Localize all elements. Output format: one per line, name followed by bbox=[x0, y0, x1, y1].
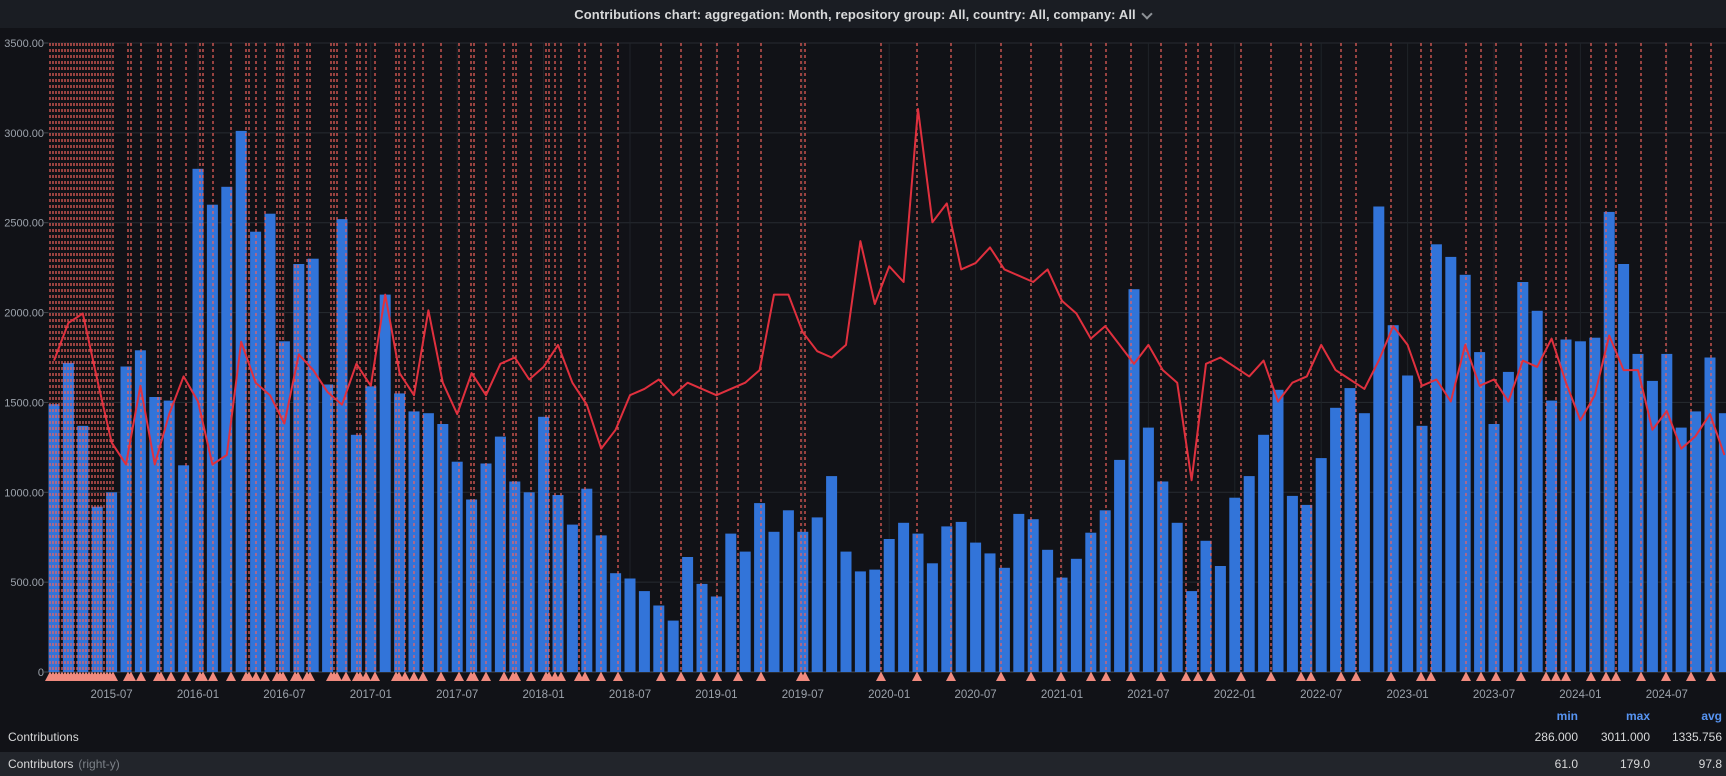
svg-text:500.00: 500.00 bbox=[10, 577, 44, 589]
svg-text:2017-07: 2017-07 bbox=[436, 689, 478, 701]
svg-text:2017-01: 2017-01 bbox=[350, 689, 392, 701]
legend-header-row: min max avg bbox=[0, 706, 1726, 726]
svg-text:2015-07: 2015-07 bbox=[90, 689, 132, 701]
svg-text:2000.00: 2000.00 bbox=[4, 308, 44, 320]
contributors-avg-value: 97.8 bbox=[1698, 757, 1722, 771]
contributors-max-value: 179.0 bbox=[1619, 757, 1650, 771]
right-y-suffix: (right-y) bbox=[78, 757, 120, 771]
panel-header: Contributions chart: aggregation: Month,… bbox=[0, 0, 1726, 28]
contributions-max-value: 3011.000 bbox=[1600, 730, 1650, 744]
legend-table: min max avg Contributions 286.000 3011.0… bbox=[0, 706, 1726, 776]
legend-series-contributors[interactable]: Contributors (right-y) bbox=[8, 757, 1506, 771]
legend-series-contributions[interactable]: Contributions bbox=[8, 730, 79, 744]
svg-text:2020-07: 2020-07 bbox=[954, 689, 996, 701]
svg-text:2018-07: 2018-07 bbox=[609, 689, 651, 701]
svg-text:2024-01: 2024-01 bbox=[1559, 689, 1601, 701]
legend-row-contributions: Contributions 286.000 3011.000 1335.756 bbox=[0, 726, 1726, 748]
svg-text:2021-01: 2021-01 bbox=[1041, 689, 1083, 701]
svg-text:2022-01: 2022-01 bbox=[1214, 689, 1256, 701]
svg-text:2016-07: 2016-07 bbox=[263, 689, 305, 701]
svg-text:1500.00: 1500.00 bbox=[4, 397, 44, 409]
contributions-min-value: 286.000 bbox=[1534, 730, 1578, 744]
svg-text:3000.00: 3000.00 bbox=[4, 128, 44, 140]
svg-text:2022-07: 2022-07 bbox=[1300, 689, 1342, 701]
svg-text:2024-07: 2024-07 bbox=[1646, 689, 1688, 701]
legend-sort-avg[interactable]: avg bbox=[1701, 709, 1722, 723]
svg-text:2020-01: 2020-01 bbox=[868, 689, 910, 701]
svg-text:3500.00: 3500.00 bbox=[4, 38, 44, 50]
contributors-label: Contributors bbox=[8, 757, 74, 771]
svg-text:2500.00: 2500.00 bbox=[4, 218, 44, 230]
legend-row-contributors: Contributors (right-y) 61.0 179.0 97.8 bbox=[0, 752, 1726, 776]
contributions-chart-canvas[interactable]: 3500.00 3000.00 2500.00 2000.00 1500.00 1000.… bbox=[0, 0, 1726, 706]
panel-title[interactable]: Contributions chart: aggregation: Month,… bbox=[574, 6, 1136, 22]
svg-text:2021-07: 2021-07 bbox=[1127, 689, 1169, 701]
svg-text:2023-07: 2023-07 bbox=[1473, 689, 1515, 701]
svg-text:1000.00: 1000.00 bbox=[4, 487, 44, 499]
svg-text:2023-01: 2023-01 bbox=[1386, 689, 1428, 701]
svg-text:2019-07: 2019-07 bbox=[782, 689, 824, 701]
contributions-avg-value: 1335.756 bbox=[1671, 730, 1722, 744]
legend-sort-max[interactable]: max bbox=[1625, 709, 1650, 723]
svg-text:0: 0 bbox=[38, 667, 44, 679]
svg-text:2016-01: 2016-01 bbox=[177, 689, 219, 701]
contributors-min-value: 61.0 bbox=[1554, 757, 1578, 771]
svg-text:2019-01: 2019-01 bbox=[695, 689, 737, 701]
chevron-down-icon[interactable] bbox=[1142, 8, 1152, 18]
legend-sort-min[interactable]: min bbox=[1556, 709, 1578, 723]
svg-text:2018-01: 2018-01 bbox=[522, 689, 564, 701]
